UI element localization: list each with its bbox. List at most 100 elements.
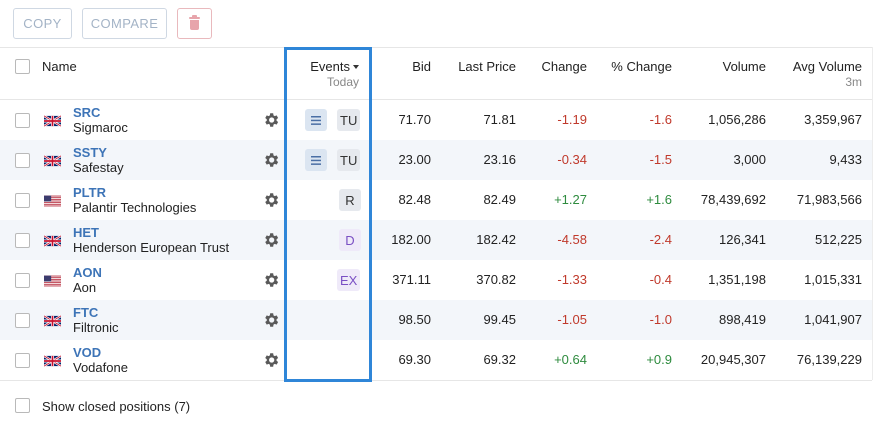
copy-button[interactable]: COPY — [13, 8, 72, 39]
column-header-change[interactable]: Change — [541, 59, 587, 74]
table-row[interactable]: VOD Vodafone 69.30 69.32 +0.64 +0.9 20,9… — [0, 340, 872, 380]
ticker-link[interactable]: PLTR — [73, 185, 106, 200]
event-badge[interactable]: R — [339, 189, 361, 211]
show-closed-label[interactable]: Show closed positions (7) — [42, 399, 191, 414]
change-value: -1.33 — [557, 272, 587, 287]
compare-button[interactable]: COMPARE — [82, 8, 167, 39]
pct-change-value: -0.4 — [649, 272, 672, 287]
last-price-value: 182.42 — [476, 232, 516, 247]
bid-value: 23.00 — [398, 152, 431, 167]
company-name: Safestay — [73, 160, 124, 175]
last-price-value: 99.45 — [483, 312, 516, 327]
change-value: +0.64 — [554, 352, 587, 367]
table-row[interactable]: FTC Filtronic 98.50 99.45 -1.05 -1.0 898… — [0, 300, 872, 340]
company-name: Henderson European Trust — [73, 240, 230, 255]
avg-volume-value: 1,041,907 — [804, 312, 862, 327]
ticker-link[interactable]: VOD — [73, 345, 102, 360]
column-header-avg-volume[interactable]: Avg Volume 3m — [770, 59, 862, 89]
row-checkbox[interactable] — [15, 353, 30, 368]
avg-volume-sublabel: 3m — [845, 75, 862, 89]
volume-value: 3,000 — [733, 152, 766, 167]
row-checkbox[interactable] — [15, 273, 30, 288]
gear-icon[interactable] — [262, 271, 280, 289]
pct-change-value: -1.6 — [649, 112, 672, 127]
caret-down-icon — [353, 64, 359, 69]
row-checkbox[interactable] — [15, 113, 30, 128]
event-list-button[interactable] — [305, 109, 327, 131]
table-row[interactable]: SRC Sigmaroc TU 71.70 71.81 -1.19 -1.6 1… — [0, 100, 872, 140]
volume-value: 20,945,307 — [700, 352, 766, 367]
avg-volume-value: 71,983,566 — [796, 192, 862, 207]
change-value: -4.58 — [557, 232, 587, 247]
us-flag-icon — [44, 194, 61, 207]
gear-icon[interactable] — [262, 191, 280, 209]
gear-icon[interactable] — [262, 111, 280, 129]
gear-icon[interactable] — [262, 311, 280, 329]
gear-icon[interactable] — [262, 351, 280, 369]
company-name: Sigmaroc — [73, 120, 128, 135]
event-badge[interactable]: TU — [337, 149, 361, 171]
table-row[interactable]: SSTY Safestay TU 23.00 23.16 -0.34 -1.5 … — [0, 140, 872, 180]
ticker-link[interactable]: SSTY — [73, 145, 107, 160]
uk-flag-icon — [43, 354, 62, 368]
last-price-value: 71.81 — [483, 112, 516, 127]
bid-value: 82.48 — [398, 192, 431, 207]
column-header-events[interactable]: Events Today — [290, 59, 359, 89]
trash-icon — [189, 15, 200, 30]
uk-flag-icon — [43, 314, 62, 328]
table-row[interactable]: PLTR Palantir Technologies R 82.48 82.49… — [0, 180, 872, 220]
avg-volume-value: 9,433 — [829, 152, 862, 167]
bid-value: 71.70 — [398, 112, 431, 127]
ticker-link[interactable]: HET — [73, 225, 99, 240]
row-checkbox[interactable] — [15, 233, 30, 248]
gear-icon[interactable] — [262, 151, 280, 169]
event-badge[interactable]: EX — [337, 269, 361, 291]
us-flag-icon — [44, 274, 61, 287]
table-row[interactable]: HET Henderson European Trust D 182.00 18… — [0, 220, 872, 260]
ticker-link[interactable]: FTC — [73, 305, 99, 320]
gear-icon[interactable] — [262, 231, 280, 249]
change-value: +1.27 — [554, 192, 587, 207]
company-name: Palantir Technologies — [73, 200, 197, 215]
event-badge[interactable]: D — [339, 229, 361, 251]
column-header-name[interactable]: Name — [42, 59, 77, 74]
volume-value: 898,419 — [719, 312, 766, 327]
select-all-checkbox[interactable] — [15, 59, 30, 74]
delete-button[interactable] — [177, 8, 212, 39]
ticker-link[interactable]: SRC — [73, 105, 101, 120]
avg-volume-value: 3,359,967 — [804, 112, 862, 127]
change-value: -1.19 — [557, 112, 587, 127]
bid-value: 98.50 — [398, 312, 431, 327]
event-list-button[interactable] — [305, 149, 327, 171]
pct-change-value: +0.9 — [646, 352, 672, 367]
last-price-value: 23.16 — [483, 152, 516, 167]
pct-change-value: -2.4 — [649, 232, 672, 247]
pct-change-value: -1.0 — [649, 312, 672, 327]
show-closed-checkbox[interactable] — [15, 398, 30, 413]
menu-lines-icon — [311, 155, 321, 165]
volume-value: 1,351,198 — [708, 272, 766, 287]
table-row[interactable]: AON Aon EX 371.11 370.82 -1.33 -0.4 1,35… — [0, 260, 872, 300]
avg-volume-value: 76,139,229 — [796, 352, 862, 367]
column-header-pct-change[interactable]: % Change — [611, 59, 672, 74]
column-header-volume[interactable]: Volume — [722, 59, 766, 74]
row-checkbox[interactable] — [15, 193, 30, 208]
divider — [0, 47, 872, 48]
uk-flag-icon — [43, 234, 62, 248]
last-price-value: 370.82 — [476, 272, 516, 287]
column-header-bid[interactable]: Bid — [412, 59, 431, 74]
pct-change-value: -1.5 — [649, 152, 672, 167]
event-badge[interactable]: TU — [337, 109, 361, 131]
divider — [0, 380, 872, 381]
column-header-last-price[interactable]: Last Price — [458, 59, 516, 74]
events-label: Events — [310, 59, 350, 74]
ticker-link[interactable]: AON — [73, 265, 102, 280]
avg-volume-label: Avg Volume — [792, 59, 862, 74]
divider — [0, 99, 872, 100]
toolbar: COPY COMPARE — [13, 8, 212, 39]
row-checkbox[interactable] — [15, 313, 30, 328]
uk-flag-icon — [43, 114, 62, 128]
row-checkbox[interactable] — [15, 153, 30, 168]
company-name: Aon — [73, 280, 97, 295]
uk-flag-icon — [43, 154, 62, 168]
